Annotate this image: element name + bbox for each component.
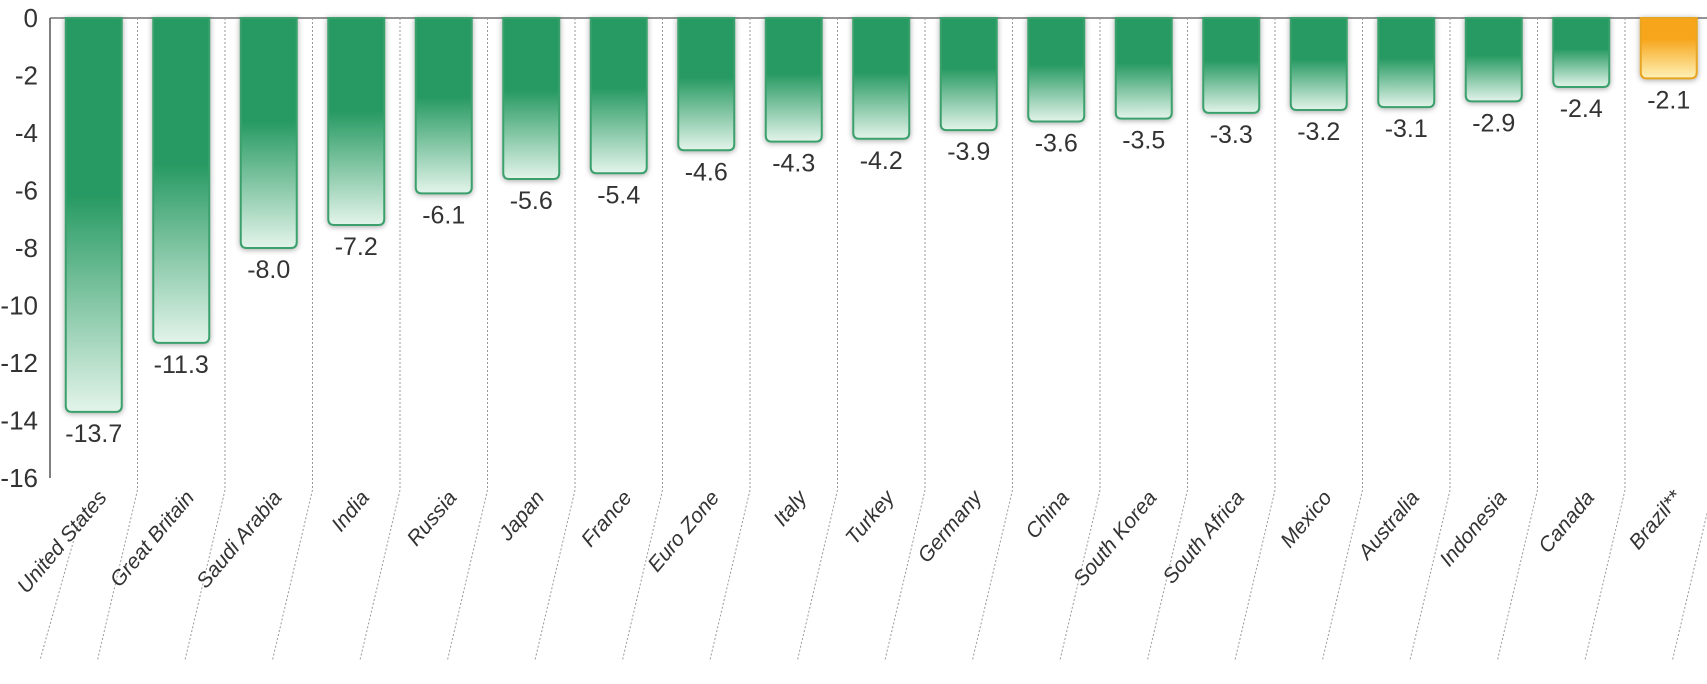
data-label: -3.9 [947, 138, 990, 166]
category-separator [534, 18, 576, 661]
category-separator [1322, 18, 1363, 661]
category-label: Indonesia [1435, 486, 1511, 571]
bar [327, 17, 386, 226]
bar [677, 17, 736, 152]
category-label: Turkey [841, 485, 900, 549]
data-label: -4.3 [772, 150, 815, 178]
category-separator [1497, 18, 1538, 661]
data-label: -6.1 [422, 201, 465, 229]
y-tick-label: 0 [24, 3, 38, 33]
bar [1114, 17, 1173, 120]
category-label: France [577, 486, 637, 551]
category-label: Mexico [1276, 486, 1337, 552]
category-separator [622, 18, 663, 661]
category-label: Australia [1353, 486, 1424, 565]
data-label: -4.2 [860, 147, 903, 175]
category-separator [709, 18, 751, 661]
bar [152, 17, 211, 344]
bar [852, 17, 911, 140]
category-separator [972, 18, 1013, 661]
category-label: Saudi Arabia [192, 486, 286, 592]
category-separator [1584, 18, 1626, 661]
category-label: Russia [403, 486, 462, 550]
bar [589, 17, 648, 175]
category-label: South Korea [1069, 486, 1162, 590]
bar [1289, 17, 1348, 111]
category-separator [1672, 511, 1707, 661]
category-label: Brazil** [1625, 486, 1687, 554]
bar [1552, 17, 1611, 88]
y-tick-label: -12 [0, 348, 38, 378]
data-label: -3.3 [1210, 121, 1253, 149]
bar [764, 17, 823, 143]
data-label: -4.6 [685, 158, 728, 186]
data-label: -3.5 [1122, 127, 1165, 155]
category-separator [1234, 18, 1276, 661]
category-label: Italy [769, 485, 812, 530]
y-tick-label: -14 [0, 406, 38, 436]
data-label: -2.4 [1560, 95, 1603, 123]
y-tick-label: -2 [15, 61, 38, 91]
data-label: -13.7 [65, 420, 122, 448]
bar [1027, 17, 1086, 123]
category-separator [884, 18, 926, 661]
bar [1377, 17, 1436, 109]
bar-highlight [1639, 17, 1698, 80]
category-separator [447, 18, 488, 661]
data-label: -5.6 [510, 187, 553, 215]
data-label: -8.0 [247, 256, 290, 284]
data-label: -2.1 [1647, 86, 1690, 114]
category-separator [359, 18, 401, 661]
category-separator [97, 18, 138, 661]
category-label: India [327, 486, 374, 536]
y-tick-label: -8 [15, 233, 38, 263]
category-label: Canada [1534, 486, 1599, 557]
bar [502, 17, 561, 180]
category-separator [1147, 18, 1188, 661]
y-tick-label: -4 [15, 118, 38, 148]
category-separator [1059, 18, 1101, 661]
bar [939, 17, 998, 132]
bar [64, 17, 123, 413]
category-separator [272, 18, 313, 661]
category-label: South Africa [1158, 486, 1249, 588]
data-label: -11.3 [154, 351, 209, 379]
category-separator [39, 517, 81, 661]
category-label: Great Britain [106, 486, 199, 591]
data-label: -3.2 [1297, 118, 1340, 146]
bar [239, 17, 298, 249]
category-separator [797, 18, 838, 661]
category-label: China [1021, 486, 1074, 543]
category-separator [1409, 18, 1451, 661]
data-label: -3.6 [1035, 130, 1078, 158]
y-tick-label: -10 [0, 291, 38, 321]
data-label: -2.9 [1472, 109, 1515, 137]
bar [414, 17, 473, 195]
category-label: Germany [913, 485, 987, 567]
y-tick-label: -6 [15, 176, 38, 206]
y-tick-label: -16 [0, 463, 38, 493]
category-separator [184, 18, 226, 661]
data-label: -7.2 [335, 233, 378, 261]
bar [1202, 17, 1261, 114]
category-label: Euro Zone [643, 486, 724, 576]
bar [1464, 17, 1523, 103]
data-label: -5.4 [597, 181, 640, 209]
data-label: -3.1 [1385, 115, 1428, 143]
category-label: Japan [494, 486, 549, 545]
